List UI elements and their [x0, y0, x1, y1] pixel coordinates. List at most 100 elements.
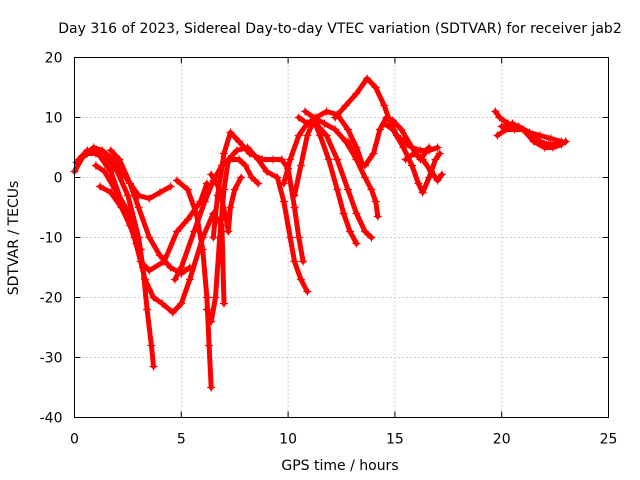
plus-marker [190, 227, 199, 236]
plus-marker [290, 191, 299, 200]
plus-marker [557, 140, 566, 149]
plus-marker [427, 167, 436, 176]
plus-marker [183, 185, 192, 194]
plus-marker [437, 170, 446, 179]
plus-marker [234, 137, 243, 146]
series-track-19 [401, 149, 446, 185]
plus-marker [183, 215, 192, 224]
plus-marker [117, 203, 126, 212]
x-axis-label: GPS time / hours [281, 458, 398, 474]
plus-marker [418, 188, 427, 197]
plus-marker [211, 293, 220, 302]
plus-marker [316, 131, 325, 140]
plus-marker [433, 143, 442, 152]
plus-marker [158, 299, 167, 308]
plus-marker [207, 317, 216, 326]
plus-marker [126, 221, 135, 230]
x-tick-label: 5 [177, 432, 186, 448]
plus-marker [279, 179, 288, 188]
plus-marker [170, 275, 179, 284]
plus-marker [145, 233, 154, 242]
plus-marker [220, 299, 229, 308]
plus-marker [198, 245, 207, 254]
chart-title: Day 316 of 2023, Sidereal Day-to-day VTE… [58, 21, 621, 37]
series-track-12 [279, 119, 376, 242]
plus-marker [346, 227, 355, 236]
y-axis-label: SDTVAR / TECUs [6, 181, 22, 296]
plus-marker [367, 233, 376, 242]
plus-marker [296, 275, 305, 284]
plus-marker [352, 239, 361, 248]
plus-marker [237, 173, 246, 182]
x-tick-label: 20 [493, 432, 511, 448]
plus-marker [140, 275, 149, 284]
plus-marker [213, 191, 222, 200]
series-line [292, 118, 359, 246]
plus-marker [258, 155, 267, 164]
plus-marker [360, 227, 369, 236]
plus-marker [100, 167, 109, 176]
plus-marker [113, 167, 122, 176]
plus-marker [294, 131, 303, 140]
plus-marker [202, 305, 211, 314]
plus-marker [493, 131, 502, 140]
plus-marker [561, 137, 570, 146]
plus-marker [435, 149, 444, 158]
plus-marker [147, 341, 156, 350]
plus-marker [303, 131, 312, 140]
plus-marker [149, 362, 158, 371]
series-track-11 [209, 128, 308, 266]
series-track-6 [96, 182, 145, 254]
plus-marker [303, 287, 312, 296]
plus-marker [294, 233, 303, 242]
plus-marker [166, 182, 175, 191]
plus-marker [380, 101, 389, 110]
plus-marker [418, 155, 427, 164]
plus-marker [241, 161, 250, 170]
plus-marker [177, 299, 186, 308]
plus-marker [343, 137, 352, 146]
plus-marker [166, 263, 175, 272]
plus-marker [207, 383, 216, 392]
series-line [296, 109, 366, 168]
plus-marker [546, 134, 555, 143]
plus-marker [425, 173, 434, 182]
plus-marker [200, 197, 209, 206]
plus-marker [155, 251, 164, 260]
plus-marker [431, 155, 440, 164]
plus-marker [247, 173, 256, 182]
plus-marker [91, 149, 100, 158]
plus-marker [380, 119, 389, 128]
plus-marker [491, 107, 500, 116]
y-tick-label: -10 [40, 231, 63, 247]
x-tick-label: 10 [279, 432, 297, 448]
plus-marker [333, 155, 342, 164]
x-tick-label: 15 [386, 432, 404, 448]
plus-marker [286, 233, 295, 242]
plus-marker [519, 125, 528, 134]
plus-marker [207, 170, 216, 179]
plus-marker [222, 215, 231, 224]
series-line [97, 184, 144, 252]
plus-marker [343, 125, 352, 134]
plus-marker [360, 173, 369, 182]
plus-marker [311, 113, 320, 122]
plus-marker [322, 107, 331, 116]
plus-marker [123, 191, 132, 200]
plus-marker [401, 155, 410, 164]
plus-marker [410, 149, 419, 158]
plus-marker [155, 188, 164, 197]
plus-marker [371, 197, 380, 206]
plus-marker [290, 257, 299, 266]
plus-marker [369, 149, 378, 158]
plus-marker [331, 113, 340, 122]
plus-marker [234, 155, 243, 164]
plus-marker [331, 125, 340, 134]
plus-marker [277, 155, 286, 164]
plus-marker [407, 143, 416, 152]
plus-marker [177, 263, 186, 272]
y-tick-label: -40 [40, 411, 63, 427]
plus-marker [333, 185, 342, 194]
data-series [70, 74, 570, 392]
plus-marker [279, 197, 288, 206]
